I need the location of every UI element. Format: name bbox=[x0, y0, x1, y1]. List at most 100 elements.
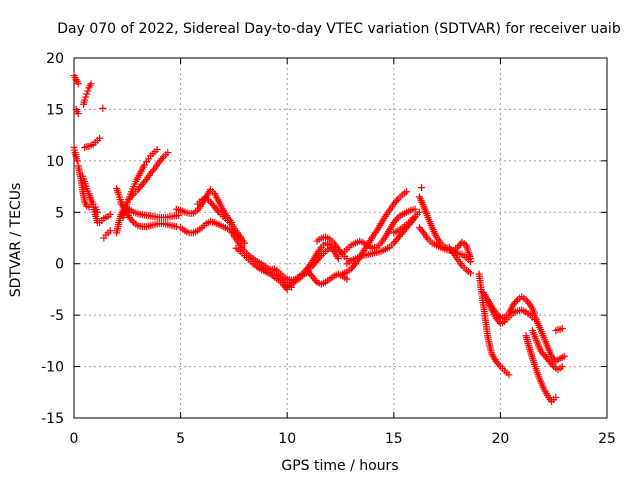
trace-t30 bbox=[415, 193, 475, 266]
tick-labels: 0 5 10 15 20 25 -15 -10 -5 0 5 10 15 20 bbox=[41, 51, 616, 447]
data-point bbox=[467, 255, 475, 263]
data-point bbox=[525, 299, 533, 307]
trace-t22 bbox=[283, 244, 334, 290]
trace-t14 bbox=[117, 200, 182, 221]
x-tick-label: 15 bbox=[385, 431, 403, 447]
trace-t25 bbox=[339, 188, 411, 278]
data-point bbox=[326, 244, 334, 252]
data-point bbox=[558, 325, 566, 333]
y-tick-label: 10 bbox=[46, 154, 64, 170]
trace-t36 bbox=[531, 311, 568, 365]
trace-t10 bbox=[96, 210, 114, 227]
trace-t4 bbox=[80, 80, 95, 108]
data-points bbox=[70, 71, 568, 406]
data-point bbox=[415, 208, 423, 216]
trace-t17 bbox=[194, 194, 249, 247]
trace-t7 bbox=[79, 172, 101, 216]
trace-t39 bbox=[552, 325, 566, 335]
trace-t29 bbox=[418, 184, 426, 192]
data-point bbox=[495, 361, 503, 369]
y-tick-label: 15 bbox=[46, 102, 64, 118]
data-point bbox=[74, 110, 82, 118]
data-point bbox=[81, 96, 89, 104]
data-point bbox=[467, 269, 475, 277]
x-tick-label: 5 bbox=[176, 431, 185, 447]
trace-t1 bbox=[70, 71, 82, 88]
data-point bbox=[153, 146, 161, 154]
x-axis-label: GPS time / hours bbox=[281, 458, 398, 474]
x-tick-label: 20 bbox=[491, 431, 509, 447]
data-point bbox=[316, 253, 324, 261]
data-point bbox=[411, 205, 419, 213]
data-point bbox=[418, 184, 426, 192]
trace-t28 bbox=[390, 208, 423, 237]
data-point bbox=[214, 207, 222, 215]
trace-t32 bbox=[445, 243, 475, 277]
data-point bbox=[334, 255, 342, 263]
data-point bbox=[106, 227, 114, 235]
data-point bbox=[158, 154, 166, 162]
data-point bbox=[74, 80, 82, 88]
trace-t2 bbox=[70, 143, 81, 165]
data-point bbox=[172, 223, 180, 231]
plot-frame bbox=[73, 57, 608, 419]
data-point bbox=[552, 393, 560, 401]
data-point bbox=[418, 227, 426, 235]
trace-t23 bbox=[313, 233, 351, 263]
data-point bbox=[312, 277, 320, 285]
trace-t33 bbox=[475, 270, 513, 379]
y-tick-label: -10 bbox=[41, 360, 64, 376]
trace-t38 bbox=[522, 332, 560, 406]
trace-t11 bbox=[113, 149, 172, 237]
trace-t31 bbox=[415, 224, 475, 263]
data-point bbox=[150, 166, 158, 174]
data-point bbox=[73, 157, 81, 165]
trace-t37 bbox=[528, 327, 566, 374]
data-point bbox=[99, 104, 107, 112]
data-point bbox=[83, 90, 91, 98]
x-tick-label: 25 bbox=[598, 431, 616, 447]
trace-t24 bbox=[305, 268, 351, 288]
data-point bbox=[393, 197, 401, 205]
data-point bbox=[393, 215, 401, 223]
y-tick-label: -5 bbox=[50, 308, 64, 324]
chart-title: Day 070 of 2022, Sidereal Day-to-day VTE… bbox=[57, 21, 621, 37]
x-tick-label: 10 bbox=[278, 431, 296, 447]
data-point bbox=[82, 93, 90, 101]
trace-t9 bbox=[100, 227, 114, 242]
data-point bbox=[350, 261, 358, 269]
y-tick-label: 5 bbox=[55, 205, 64, 221]
data-point bbox=[403, 188, 411, 196]
y-axis-label: SDTVAR / TECUs bbox=[8, 183, 24, 298]
data-point bbox=[558, 363, 566, 371]
y-tick-label: 20 bbox=[46, 51, 64, 67]
x-tick-label: 0 bbox=[70, 431, 79, 447]
trace-t16 bbox=[177, 218, 244, 242]
trace-t3 bbox=[72, 105, 82, 118]
data-point bbox=[282, 284, 290, 292]
trace-t6 bbox=[81, 134, 104, 151]
y-tick-label: 0 bbox=[55, 257, 64, 273]
data-point bbox=[512, 297, 520, 305]
data-point bbox=[141, 177, 149, 185]
axis-ticks bbox=[73, 57, 608, 419]
data-point bbox=[560, 352, 568, 360]
data-point bbox=[128, 217, 136, 225]
data-point bbox=[343, 275, 351, 283]
y-tick-label: -15 bbox=[41, 411, 64, 427]
trace-t26 bbox=[339, 205, 419, 257]
data-point bbox=[164, 149, 172, 157]
data-point bbox=[303, 265, 311, 273]
trace-t18 bbox=[228, 229, 295, 291]
data-point bbox=[87, 80, 95, 88]
grid-lines bbox=[74, 58, 607, 418]
data-point bbox=[548, 361, 556, 369]
trace-t8 bbox=[99, 104, 107, 112]
data-point bbox=[84, 87, 92, 95]
data-point bbox=[93, 208, 101, 216]
data-point bbox=[106, 210, 114, 218]
trace-t35 bbox=[484, 296, 539, 327]
data-point bbox=[96, 134, 104, 142]
data-point bbox=[505, 371, 513, 379]
